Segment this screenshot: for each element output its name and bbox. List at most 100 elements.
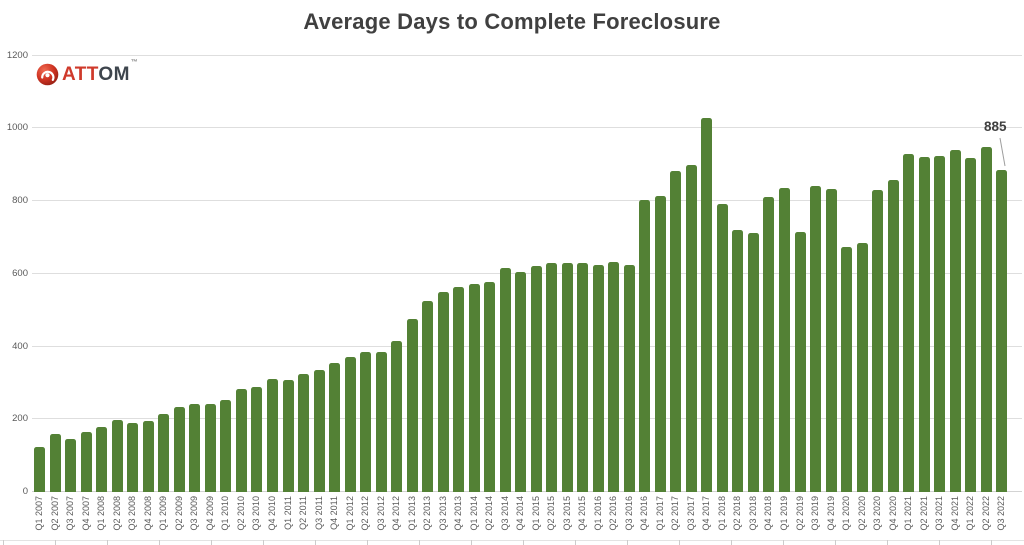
bar-slot [172, 55, 188, 492]
attom-logo-text-red: ATT [62, 64, 99, 85]
x-tick-slot: Q4 2021 [947, 496, 963, 542]
x-tick-slot: Q1 2019 [777, 496, 793, 542]
bar-slot [482, 55, 498, 492]
bar-Q3-2008 [127, 422, 139, 492]
x-tick-slot: Q3 2021 [932, 496, 948, 542]
x-tick-slot: Q4 2019 [823, 496, 839, 542]
bar-slot [792, 55, 808, 492]
bar-slot [404, 55, 420, 492]
bar-slot [994, 55, 1010, 492]
bar-slot [932, 55, 948, 492]
bar-Q3-2011 [313, 369, 325, 492]
gridline-1000 [32, 127, 1022, 129]
x-tick-slot: Q4 2015 [575, 496, 591, 542]
bar-Q2-2022 [980, 147, 992, 492]
x-tick-slot: Q2 2008 [110, 496, 126, 542]
x-tick-label: Q2 2012 [360, 496, 371, 531]
bar-Q2-2010 [235, 388, 247, 492]
x-tick-label: Q3 2018 [747, 496, 758, 531]
bar-Q2-2021 [918, 156, 930, 492]
bottom-tick [367, 540, 368, 545]
bar-Q4-2017 [701, 118, 713, 492]
bar-slot [668, 55, 684, 492]
bar-Q4-2019 [825, 188, 837, 492]
bar-slot [125, 55, 141, 492]
bottom-tick [107, 540, 108, 545]
bottom-tick [471, 540, 472, 545]
bar-Q4-2018 [763, 197, 775, 492]
bar-Q3-2012 [375, 351, 387, 492]
bottom-tick [575, 540, 576, 545]
bar-slot [466, 55, 482, 492]
x-tick-slot: Q3 2010 [249, 496, 265, 542]
bar-Q3-2009 [189, 403, 201, 492]
x-tick-slot: Q1 2013 [404, 496, 420, 542]
x-tick-label: Q1 2008 [96, 496, 107, 531]
x-tick-slot: Q3 2014 [497, 496, 513, 542]
bar-Q3-2019 [810, 186, 822, 492]
x-tick-label: Q4 2016 [639, 496, 650, 531]
x-tick-label: Q1 2021 [903, 496, 914, 531]
x-tick-slot: Q3 2018 [746, 496, 762, 542]
x-tick-slot: Q2 2013 [420, 496, 436, 542]
bar-Q2-2014 [484, 282, 496, 492]
x-tick-label: Q2 2008 [111, 496, 122, 531]
bar-slot [870, 55, 886, 492]
bar-Q4-2014 [515, 272, 527, 492]
x-tick-label: Q1 2015 [530, 496, 541, 531]
x-tick-label: Q1 2012 [344, 496, 355, 531]
bottom-tick [731, 540, 732, 545]
bar-Q1-2007 [34, 446, 46, 492]
x-tick-label: Q2 2011 [298, 496, 309, 530]
bar-Q1-2012 [344, 357, 356, 492]
x-tick-slot: Q2 2010 [234, 496, 250, 542]
x-tick-label: Q1 2009 [158, 496, 169, 531]
x-tick-label: Q2 2007 [49, 496, 60, 531]
y-tick-label: 600 [12, 267, 28, 279]
bar-slot [885, 55, 901, 492]
bar-slot [156, 55, 172, 492]
bar-Q4-2011 [329, 363, 341, 492]
bar-slot [823, 55, 839, 492]
bar-Q1-2013 [406, 318, 418, 492]
x-tick-label: Q3 2012 [375, 496, 386, 531]
gridline-600 [32, 272, 1022, 274]
bar-slot [94, 55, 110, 492]
bar-slot [591, 55, 607, 492]
x-tick-slot: Q2 2018 [730, 496, 746, 542]
x-tick-label: Q3 2022 [996, 496, 1007, 531]
bottom-tick [211, 540, 212, 545]
bottom-tick [939, 540, 940, 545]
x-tick-label: Q4 2007 [80, 496, 91, 531]
x-tick-slot: Q4 2017 [699, 496, 715, 542]
x-tick-slot: Q2 2007 [48, 496, 64, 542]
bar-Q1-2022 [965, 158, 977, 492]
x-tick-slot: Q4 2010 [265, 496, 281, 542]
bar-Q2-2008 [111, 420, 123, 492]
bar-Q2-2012 [360, 352, 372, 492]
bar-Q2-2020 [856, 242, 868, 492]
x-tick-slot: Q2 2021 [916, 496, 932, 542]
bar-slot [839, 55, 855, 492]
x-tick-label: Q1 2020 [841, 496, 852, 531]
x-tick-label: Q2 2018 [732, 496, 743, 531]
bar-slot [730, 55, 746, 492]
x-tick-slot: Q2 2011 [296, 496, 312, 542]
x-tick-slot: Q4 2020 [885, 496, 901, 542]
x-tick-label: Q3 2021 [934, 496, 945, 531]
bar-Q1-2021 [903, 153, 915, 492]
x-tick-label: Q1 2016 [592, 496, 603, 531]
x-tick-slot: Q3 2008 [125, 496, 141, 542]
bar-Q2-2017 [670, 170, 682, 492]
x-tick-slot: Q1 2018 [715, 496, 731, 542]
x-tick-slot: Q2 2017 [668, 496, 684, 542]
bar-slot [513, 55, 529, 492]
x-tick-slot: Q2 2014 [482, 496, 498, 542]
x-tick-label: Q3 2015 [561, 496, 572, 531]
bar-slot [978, 55, 994, 492]
bar-series [32, 55, 1009, 492]
bar-Q2-2011 [298, 373, 310, 492]
bar-Q2-2016 [608, 262, 620, 492]
bar-Q3-2014 [499, 268, 511, 492]
